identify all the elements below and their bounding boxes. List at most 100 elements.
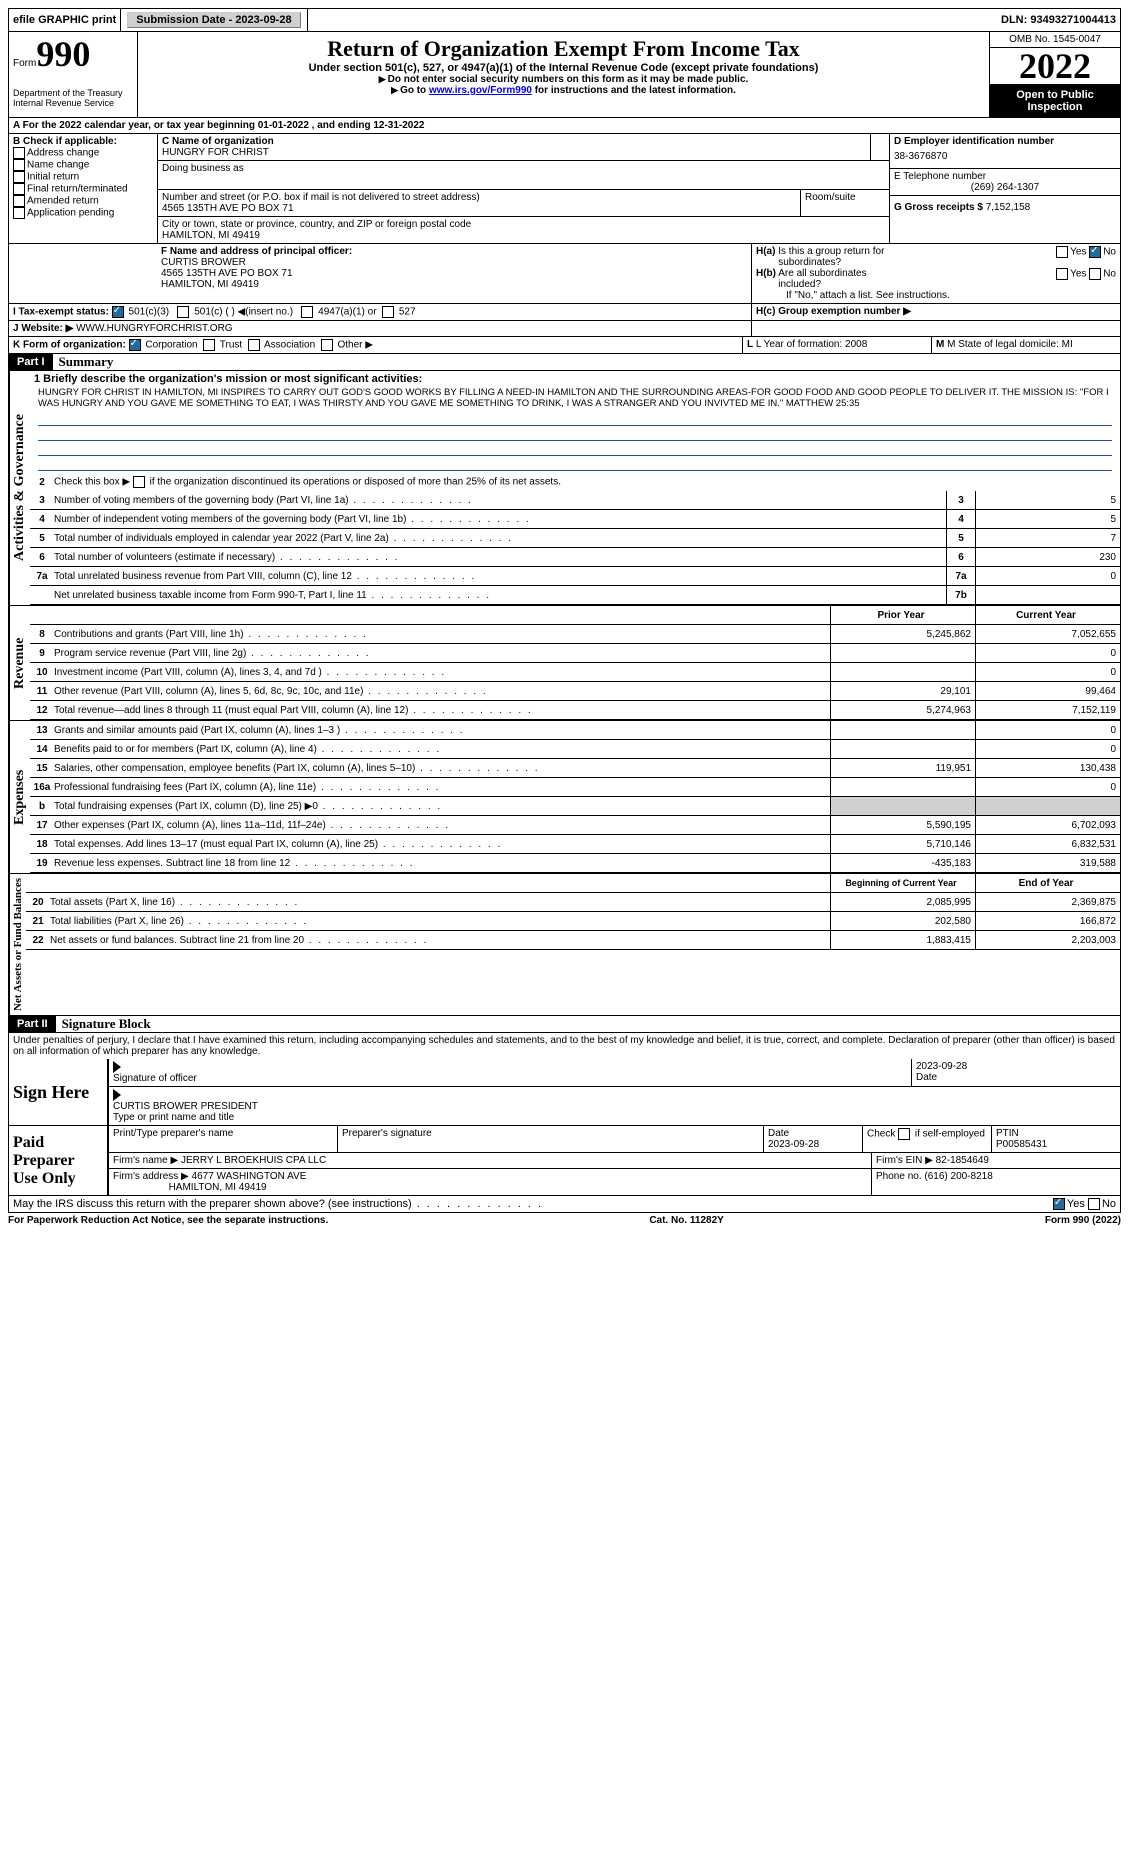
open-public-badge: Open to Public Inspection [990,85,1120,117]
ssn-note: Do not enter social security numbers on … [142,74,985,85]
501c3-checkbox[interactable] [112,306,124,318]
initial-return-checkbox[interactable] [13,171,25,183]
part1-title: Summary [53,354,114,370]
expenses-section: Expenses 13Grants and similar amounts pa… [8,720,1121,873]
527-checkbox[interactable] [382,306,394,318]
governance-section: Activities & Governance 1 Briefly descri… [8,371,1121,605]
mission-text: HUNGRY FOR CHRIST IN HAMILTON, MI INSPIR… [34,385,1116,411]
table-row: 7aTotal unrelated business revenue from … [30,567,1120,586]
address-change-checkbox[interactable] [13,147,25,159]
table-row: 9Program service revenue (Part VIII, lin… [30,644,1120,663]
form-title: Return of Organization Exempt From Incom… [142,36,985,62]
vtab-expenses: Expenses [9,721,30,873]
gross-label: G Gross receipts $ [894,202,983,213]
discuss-yes-checkbox[interactable] [1053,1198,1065,1210]
4947-checkbox[interactable] [301,306,313,318]
ha-yes-checkbox[interactable] [1056,246,1068,258]
section-b: B Check if applicable: Address change Na… [9,134,158,243]
form-subtitle: Under section 501(c), 527, or 4947(a)(1)… [142,62,985,74]
city-label: City or town, state or province, country… [162,219,885,230]
phone-label: E Telephone number [894,171,1116,182]
room-label: Room/suite [805,192,856,203]
vtab-revenue: Revenue [9,606,30,720]
col-begin: Beginning of Current Year [830,874,975,892]
penalty-text: Under penalties of perjury, I declare th… [8,1033,1121,1059]
tax-status-label: I Tax-exempt status: [13,307,109,318]
ein-label: D Employer identification number [894,136,1116,147]
dept-label: Department of the Treasury Internal Reve… [13,88,133,108]
section-d-e-g: D Employer identification number 38-3676… [890,134,1120,243]
mission-label: 1 Briefly describe the organization's mi… [34,373,1116,385]
firm-addr2: HAMILTON, MI 49419 [169,1182,267,1193]
firm-phone: (616) 200-8218 [924,1171,992,1182]
signature-block: Sign Here Signature of officer 2023-09-2… [8,1059,1121,1213]
footer-cat: Cat. No. 11282Y [649,1215,723,1226]
amended-return-checkbox[interactable] [13,195,25,207]
irs-link[interactable]: www.irs.gov/Form990 [429,85,532,96]
goto-post: for instructions and the latest informat… [532,85,736,96]
officer-label: F Name and address of principal officer: [161,246,747,257]
goto-pre: Go to [400,85,429,96]
table-row: 20Total assets (Part X, line 16)2,085,99… [26,893,1120,912]
table-row: 14Benefits paid to or for members (Part … [30,740,1120,759]
phone-value: (269) 264-1307 [894,182,1116,193]
officer-name: CURTIS BROWER [161,257,747,268]
part2-header: Part II [9,1016,56,1032]
application-pending-checkbox[interactable] [13,207,25,219]
website-label: J Website: ▶ [13,323,73,334]
part1-header: Part I [9,354,53,370]
corp-checkbox[interactable] [129,339,141,351]
tax-year: 2022 [990,48,1120,85]
501c-checkbox[interactable] [177,306,189,318]
form-org-label: K Form of organization: [13,340,126,351]
city-value: HAMILTON, MI 49419 [162,230,885,241]
line-a: A For the 2022 calendar year, or tax yea… [9,118,1120,133]
other-checkbox[interactable] [321,339,333,351]
discuss-no-checkbox[interactable] [1088,1198,1100,1210]
hb-no-checkbox[interactable] [1089,268,1101,280]
part2-title: Signature Block [56,1016,151,1032]
table-row: 4Number of independent voting members of… [30,510,1120,529]
assoc-checkbox[interactable] [248,339,260,351]
line2-checkbox[interactable] [133,476,145,488]
prep-name-label: Print/Type preparer's name [109,1126,338,1152]
col-prior: Prior Year [830,606,975,624]
website-value: WWW.HUNGRYFORCHRIST.ORG [76,323,232,334]
final-return-checkbox[interactable] [13,183,25,195]
table-row: 13Grants and similar amounts paid (Part … [30,721,1120,740]
ptin-value: P00585431 [996,1139,1047,1150]
hb-yes-checkbox[interactable] [1056,268,1068,280]
sign-here-label: Sign Here [9,1059,107,1125]
submission-date-button[interactable]: Submission Date - 2023-09-28 [127,12,300,28]
section-c: C Name of organization HUNGRY FOR CHRIST… [158,134,890,243]
trust-checkbox[interactable] [203,339,215,351]
prep-sig-label: Preparer's signature [338,1126,764,1152]
col-end: End of Year [975,874,1120,892]
firm-name: JERRY L BROEKHUIS CPA LLC [181,1155,326,1166]
ha-no-checkbox[interactable] [1089,246,1101,258]
form-header: Form990 Department of the Treasury Inter… [8,32,1121,118]
officer-addr2: HAMILTON, MI 49419 [161,279,747,290]
officer-group-block: F Name and address of principal officer:… [8,244,1121,304]
table-row: Net unrelated business taxable income fr… [30,586,1120,605]
efile-label: efile GRAPHIC print [9,9,121,31]
hb-note: If "No," attach a list. See instructions… [756,290,1116,301]
table-row: 3Number of voting members of the governi… [30,491,1120,510]
street-label: Number and street (or P.O. box if mail i… [162,192,796,203]
table-row: 10Investment income (Part VIII, column (… [30,663,1120,682]
page-footer: For Paperwork Reduction Act Notice, see … [8,1213,1121,1226]
table-row: 21Total liabilities (Part X, line 26)202… [26,912,1120,931]
firm-ein: 82-1854649 [936,1155,989,1166]
name-change-checkbox[interactable] [13,159,25,171]
org-name: HUNGRY FOR CHRIST [162,147,866,158]
dln-label: DLN: 93493271004413 [997,9,1120,31]
netassets-section: Net Assets or Fund Balances Beginning of… [8,873,1121,1016]
hc-label: H(c) Group exemption number ▶ [756,306,911,317]
table-row: 19Revenue less expenses. Subtract line 1… [30,854,1120,873]
vtab-netassets: Net Assets or Fund Balances [9,874,26,1015]
col-current: Current Year [975,606,1120,624]
dba-label: Doing business as [162,163,885,174]
table-row: 6Total number of volunteers (estimate if… [30,548,1120,567]
self-employed-checkbox[interactable] [898,1128,910,1140]
street-value: 4565 135TH AVE PO BOX 71 [162,203,796,214]
